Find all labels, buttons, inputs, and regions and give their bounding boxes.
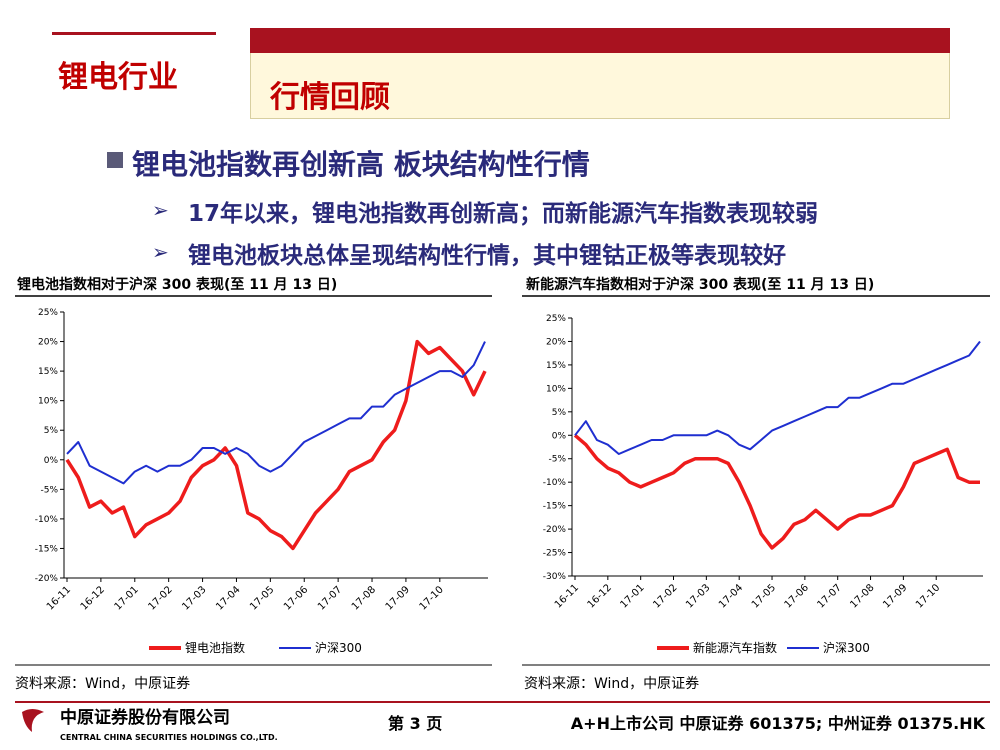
y-tick-label: -25% xyxy=(543,549,567,559)
page-number: 第 3 页 xyxy=(388,714,442,733)
legend-label: 沪深300 xyxy=(315,641,362,655)
y-tick-label: 10% xyxy=(546,384,566,394)
bullet-sub: 17年以来，锂电池指数再创新高；而新能源汽车指数表现较弱 xyxy=(188,201,819,227)
y-tick-label: 5% xyxy=(44,426,59,436)
x-tick-label: 16-11 xyxy=(45,584,73,612)
x-tick-label: 17-07 xyxy=(316,584,344,612)
x-tick-label: 17-09 xyxy=(881,582,909,610)
y-tick-label: -10% xyxy=(543,478,567,488)
footer-company-en: CENTRAL CHINA SECURITIES HOLDINGS CO.,LT… xyxy=(60,733,278,742)
source: 资料来源：Wind，中原证券 xyxy=(524,676,699,692)
y-tick-label: 15% xyxy=(546,361,566,371)
x-tick-label: 17-01 xyxy=(113,584,141,612)
source: 资料来源：Wind，中原证券 xyxy=(15,676,190,692)
bullet-sub: 锂电池板块总体呈现结构性行情，其中锂钴正极等表现较好 xyxy=(188,243,786,269)
x-tick-label: 17-06 xyxy=(783,582,811,610)
x-tick-label: 17-05 xyxy=(750,582,778,610)
x-tick-label: 17-04 xyxy=(214,584,242,612)
legend-label: 新能源汽车指数 xyxy=(693,640,777,655)
x-tick-label: 17-10 xyxy=(914,582,942,610)
x-tick-label: 17-08 xyxy=(848,582,876,610)
y-tick-label: 0% xyxy=(44,456,59,466)
x-tick-label: 17-04 xyxy=(717,582,745,610)
series-line xyxy=(66,341,486,485)
x-tick-label: 17-08 xyxy=(350,584,378,612)
x-tick-label: 17-02 xyxy=(651,582,679,610)
x-tick-label: 17-07 xyxy=(815,582,843,610)
x-tick-label: 17-03 xyxy=(180,584,208,612)
bullet-main: 锂电池指数再创新高 板块结构性行情 xyxy=(132,148,590,181)
series-line xyxy=(574,340,981,455)
y-tick-label: -5% xyxy=(40,485,58,495)
title-bar xyxy=(250,28,950,53)
slide-title: 行情回顾 xyxy=(270,80,390,115)
x-tick-label: 17-05 xyxy=(248,584,276,612)
arrow: ➢ xyxy=(152,198,169,222)
series-line xyxy=(65,339,487,551)
x-tick-label: 16-12 xyxy=(79,584,107,612)
y-tick-label: -15% xyxy=(35,544,59,554)
y-tick-label: -20% xyxy=(543,525,567,535)
y-tick-label: -20% xyxy=(35,574,59,584)
top-rule xyxy=(52,32,216,35)
y-tick-label: 15% xyxy=(38,367,58,377)
arrow: ➢ xyxy=(152,240,169,264)
x-tick-label: 17-02 xyxy=(146,584,174,612)
x-tick-label: 17-01 xyxy=(618,582,646,610)
x-tick-label: 17-09 xyxy=(384,584,412,612)
bullet-square xyxy=(107,152,123,168)
series-line xyxy=(573,433,980,550)
title-box xyxy=(250,53,950,119)
y-tick-label: 20% xyxy=(38,338,58,348)
x-tick-label: 17-06 xyxy=(282,584,310,612)
chart-title: 新能源汽车指数相对于沪深 300 表现(至 11 月 13 日) xyxy=(526,276,874,293)
x-tick-label: 17-03 xyxy=(684,582,712,610)
section-label: 锂电行业 xyxy=(58,60,178,95)
y-tick-label: -30% xyxy=(543,572,567,582)
y-tick-label: 25% xyxy=(546,314,566,324)
y-tick-label: -10% xyxy=(35,515,59,525)
logo xyxy=(22,709,44,732)
y-tick-label: -5% xyxy=(548,455,566,465)
x-tick-label: 17-10 xyxy=(418,584,446,612)
footer-listing: A+H上市公司 中原证券 601375; 中州证券 01375.HK xyxy=(571,714,986,733)
y-tick-label: 20% xyxy=(546,337,566,347)
chart-title: 锂电池指数相对于沪深 300 表现(至 11 月 13 日) xyxy=(17,276,337,293)
legend-label: 沪深300 xyxy=(823,641,870,655)
y-tick-label: -15% xyxy=(543,502,567,512)
y-tick-label: 25% xyxy=(38,308,58,318)
footer-company: 中原证券股份有限公司 xyxy=(60,707,230,728)
x-tick-label: 16-11 xyxy=(553,582,581,610)
y-tick-label: 5% xyxy=(552,408,567,418)
x-tick-label: 16-12 xyxy=(586,582,614,610)
y-tick-label: 10% xyxy=(38,397,58,407)
y-tick-label: 0% xyxy=(552,431,567,441)
legend-label: 锂电池指数 xyxy=(185,640,245,655)
